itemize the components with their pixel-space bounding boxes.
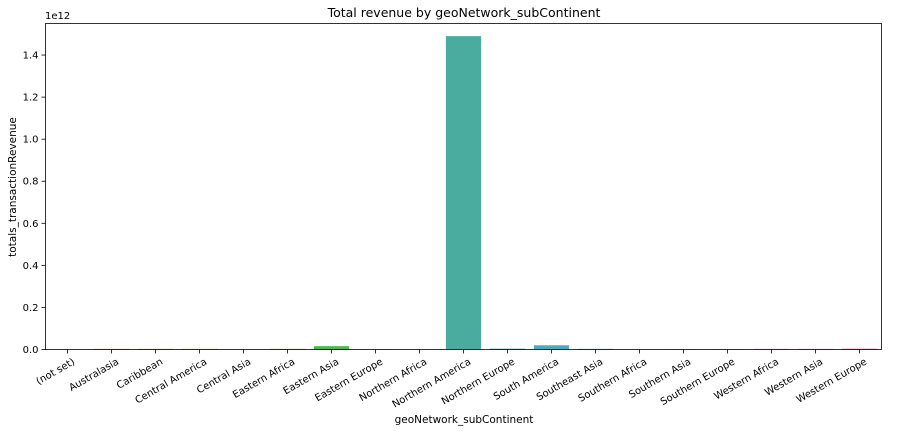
y-axis-offset-label: 1e12 — [45, 11, 70, 22]
plot-area-frame — [45, 23, 882, 350]
x-tick-label: Australasia — [67, 357, 121, 394]
bar — [841, 348, 878, 350]
x-tick-label: Northern Europe — [440, 357, 517, 408]
bar — [445, 36, 482, 350]
x-axis-label: geoNetwork_subContinent — [395, 414, 534, 426]
y-tick-label: 0.8 — [23, 177, 39, 188]
bars — [93, 36, 878, 350]
y-tick-label: 0.0 — [23, 345, 39, 356]
y-tick-label: 1.2 — [23, 93, 39, 104]
bar — [489, 348, 526, 350]
chart-title: Total revenue by geoNetwork_subContinent — [327, 5, 601, 20]
x-tick-label: Southern Europe — [659, 357, 737, 408]
y-axis-ticks: 0.0 0.2 0.4 0.6 0.8 1.0 1.2 1.4 — [23, 51, 46, 356]
y-axis-label: totals_transactionRevenue — [7, 117, 19, 257]
y-tick-label: 0.6 — [23, 219, 39, 230]
y-tick-label: 1.4 — [23, 51, 39, 62]
bar — [313, 346, 350, 350]
y-tick-label: 0.2 — [23, 303, 39, 314]
y-tick-label: 0.4 — [23, 261, 39, 272]
bar — [533, 345, 570, 350]
x-tick-label: Northern America — [391, 357, 473, 411]
y-tick-label: 1.0 — [23, 135, 39, 146]
